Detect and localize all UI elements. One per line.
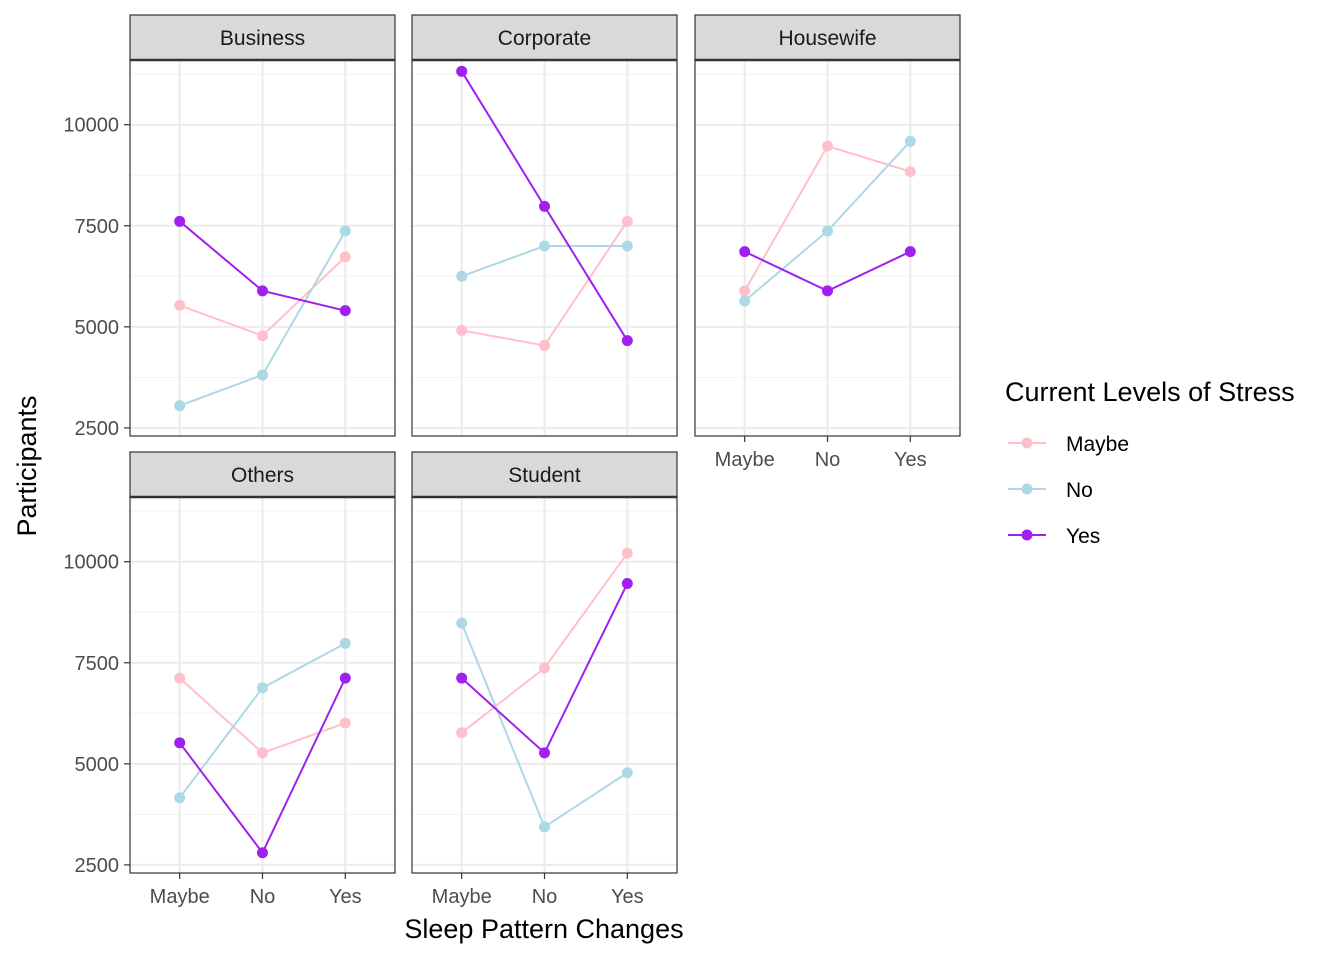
facet-panel: Corporate [411, 14, 678, 437]
data-point-maybe [456, 727, 468, 739]
data-point-yes [621, 578, 633, 590]
facet-strip [411, 451, 678, 498]
legend-title: Current Levels of Stress [1005, 377, 1295, 407]
x-tick-label: No [532, 886, 558, 908]
facet-strip [411, 14, 678, 61]
legend-label: Yes [1066, 525, 1100, 548]
data-point-maybe [904, 166, 916, 178]
data-point-no [456, 617, 468, 629]
data-point-no [539, 240, 550, 252]
data-point-no [621, 240, 633, 252]
x-tick-label: Yes [329, 886, 362, 908]
data-point-yes [539, 200, 550, 212]
data-point-maybe [621, 215, 633, 227]
data-point-yes [174, 737, 186, 749]
y-tick-label: 7500 [75, 653, 120, 675]
data-point-yes [456, 65, 468, 77]
facet-strip-label: Student [508, 464, 581, 487]
data-point-yes [174, 215, 186, 227]
x-tick-label: Maybe [432, 886, 492, 908]
legend-key-point [1021, 437, 1033, 449]
data-point-yes [904, 246, 916, 258]
data-point-maybe [257, 330, 268, 342]
data-point-no [257, 369, 268, 381]
x-tick-label: No [815, 449, 841, 471]
legend: Maybe No Yes [1008, 433, 1129, 548]
facet-panel: Business 2500 5000 7500 10000 [63, 14, 396, 440]
x-tick-label: No [250, 886, 276, 908]
y-tick-label: 5000 [75, 317, 120, 339]
data-point-maybe [456, 324, 468, 336]
data-point-maybe [339, 251, 351, 263]
x-tick-label: Maybe [150, 886, 210, 908]
data-point-maybe [174, 672, 186, 684]
data-point-no [257, 682, 268, 694]
data-point-yes [257, 285, 268, 297]
data-point-no [822, 225, 833, 237]
legend-key-point [1021, 529, 1033, 541]
data-point-maybe [621, 547, 633, 559]
facet-strip-label: Housewife [778, 27, 876, 50]
x-tick-label: Yes [894, 449, 927, 471]
data-point-maybe [174, 299, 186, 311]
legend-label: Maybe [1066, 433, 1129, 456]
data-point-yes [739, 246, 751, 258]
y-tick-label: 2500 [75, 855, 120, 877]
data-point-maybe [822, 140, 833, 152]
data-point-maybe [539, 339, 550, 351]
data-point-maybe [539, 662, 550, 674]
facet-strip [129, 14, 396, 61]
legend-label: No [1066, 479, 1093, 502]
facet-panel: Student Maybe No Yes [411, 451, 678, 908]
y-axis-title: Participants [12, 395, 42, 536]
facet-strip-label: Business [220, 27, 305, 50]
data-point-no [456, 270, 468, 282]
y-tick-label: 5000 [75, 754, 120, 776]
data-point-no [621, 767, 633, 779]
data-point-yes [339, 305, 351, 317]
y-tick-label: 10000 [63, 552, 119, 574]
facet-strip-label: Others [231, 464, 294, 487]
data-point-no [739, 295, 751, 307]
data-point-yes [822, 285, 833, 297]
facet-panel: Others 2500 5000 7500 10000 Maybe No Yes [63, 451, 396, 908]
data-point-maybe [257, 747, 268, 759]
data-point-yes [339, 672, 351, 684]
facet-strip [694, 14, 961, 61]
data-point-maybe [339, 717, 351, 729]
legend-key-point [1021, 483, 1033, 495]
data-point-no [174, 400, 186, 412]
data-point-yes [539, 747, 550, 759]
data-point-no [904, 135, 916, 147]
data-point-no [539, 821, 550, 833]
data-point-maybe [739, 285, 751, 297]
data-point-yes [621, 335, 633, 347]
data-point-no [339, 637, 351, 649]
y-tick-label: 2500 [75, 418, 120, 440]
x-axis-title: Sleep Pattern Changes [404, 914, 683, 944]
data-point-yes [257, 847, 268, 859]
facet-strip-label: Corporate [498, 27, 591, 50]
x-tick-label: Yes [611, 886, 644, 908]
data-point-no [174, 792, 186, 804]
data-point-yes [456, 672, 468, 684]
y-tick-label: 7500 [75, 216, 120, 238]
y-tick-label: 10000 [63, 115, 119, 137]
facet-panel: Housewife Maybe No Yes [694, 14, 961, 471]
x-tick-label: Maybe [715, 449, 775, 471]
data-point-no [339, 225, 351, 237]
